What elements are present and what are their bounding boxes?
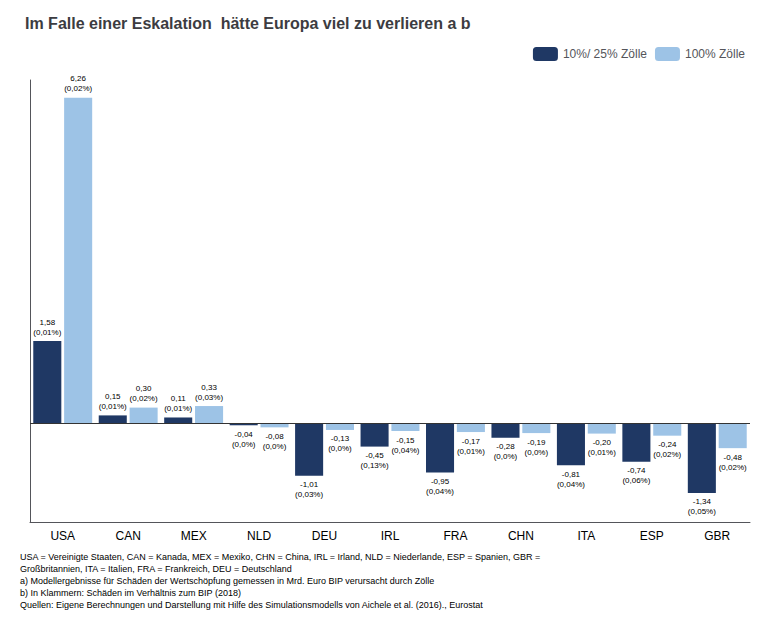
svg-text:a) Modellergebnisse für Schäde: a) Modellergebnisse für Schäden der Wert… bbox=[20, 576, 434, 586]
svg-text:0,30: 0,30 bbox=[136, 384, 152, 393]
svg-text:(0,0%): (0,0%) bbox=[263, 442, 287, 451]
svg-text:0,15: 0,15 bbox=[105, 392, 121, 401]
svg-text:NLD: NLD bbox=[247, 529, 271, 543]
svg-text:(0,04%): (0,04%) bbox=[426, 487, 454, 496]
svg-text:(0,03%): (0,03%) bbox=[195, 393, 223, 402]
svg-text:-0,24: -0,24 bbox=[658, 440, 677, 449]
svg-text:(0,01%): (0,01%) bbox=[588, 448, 616, 457]
svg-text:-0,95: -0,95 bbox=[431, 477, 450, 486]
svg-text:10%/ 25% Zölle: 10%/ 25% Zölle bbox=[563, 47, 647, 61]
svg-text:(0,04%): (0,04%) bbox=[391, 446, 419, 455]
svg-text:CHN: CHN bbox=[508, 529, 534, 543]
svg-text:ESP: ESP bbox=[640, 529, 664, 543]
svg-text:6,26: 6,26 bbox=[70, 74, 86, 83]
svg-text:(0,13%): (0,13%) bbox=[361, 461, 389, 470]
svg-text:(0,03%): (0,03%) bbox=[295, 490, 323, 499]
svg-text:-1,01: -1,01 bbox=[300, 480, 319, 489]
svg-text:-0,74: -0,74 bbox=[627, 466, 646, 475]
svg-text:CAN: CAN bbox=[116, 529, 141, 543]
svg-text:MEX: MEX bbox=[181, 529, 207, 543]
svg-text:-0,48: -0,48 bbox=[724, 453, 743, 462]
svg-text:DEU: DEU bbox=[312, 529, 337, 543]
svg-text:-1,34: -1,34 bbox=[693, 497, 712, 506]
svg-text:(0,04%): (0,04%) bbox=[557, 480, 585, 489]
svg-text:0,33: 0,33 bbox=[201, 383, 217, 392]
svg-text:(0,02%): (0,02%) bbox=[653, 450, 681, 459]
svg-text:-0,15: -0,15 bbox=[396, 436, 415, 445]
svg-text:100% Zölle: 100% Zölle bbox=[685, 47, 745, 61]
svg-text:ITA: ITA bbox=[577, 529, 595, 543]
svg-text:(0,0%): (0,0%) bbox=[328, 444, 352, 453]
svg-text:(0,01%): (0,01%) bbox=[457, 447, 485, 456]
svg-text:(0,0%): (0,0%) bbox=[525, 448, 549, 457]
svg-text:(0,01%): (0,01%) bbox=[33, 328, 61, 337]
svg-text:-0,17: -0,17 bbox=[462, 437, 481, 446]
svg-text:0,11: 0,11 bbox=[171, 394, 187, 403]
svg-text:(0,01%): (0,01%) bbox=[164, 404, 192, 413]
svg-text:b) In Klammern: Schäden im Ver: b) In Klammern: Schäden im Verhältnis zu… bbox=[20, 588, 241, 598]
svg-text:(0,01%): (0,01%) bbox=[99, 402, 127, 411]
svg-text:USA: USA bbox=[50, 529, 75, 543]
svg-text:-0,13: -0,13 bbox=[331, 434, 350, 443]
svg-text:-0,20: -0,20 bbox=[593, 438, 612, 447]
svg-text:1,58: 1,58 bbox=[40, 318, 56, 327]
svg-text:FRA: FRA bbox=[443, 529, 467, 543]
svg-text:(0,06%): (0,06%) bbox=[622, 476, 650, 485]
svg-text:Großbritannien, ITA = Italien,: Großbritannien, ITA = Italien, FRA = Fra… bbox=[20, 564, 292, 574]
svg-text:Im Falle einer Eskalation hät: Im Falle einer Eskalation hätte Europa v… bbox=[25, 15, 471, 32]
svg-text:-0,81: -0,81 bbox=[562, 470, 581, 479]
svg-text:(0,02%): (0,02%) bbox=[130, 394, 158, 403]
svg-text:-0,28: -0,28 bbox=[496, 442, 515, 451]
svg-text:IRL: IRL bbox=[381, 529, 400, 543]
svg-text:USA = Vereinigte Staaten, CAN: USA = Vereinigte Staaten, CAN = Kanada, … bbox=[20, 552, 540, 562]
svg-text:-0,45: -0,45 bbox=[365, 451, 384, 460]
svg-text:(0,02%): (0,02%) bbox=[719, 463, 747, 472]
svg-text:(0,0%): (0,0%) bbox=[232, 440, 256, 449]
svg-text:-0,04: -0,04 bbox=[235, 430, 254, 439]
svg-text:(0,0%): (0,0%) bbox=[494, 452, 518, 461]
svg-text:-0,08: -0,08 bbox=[265, 432, 284, 441]
svg-text:GBR: GBR bbox=[704, 529, 730, 543]
svg-text:(0,05%): (0,05%) bbox=[688, 507, 716, 516]
svg-text:(0,02%): (0,02%) bbox=[64, 84, 92, 93]
svg-text:Quellen: Eigene Berechnungen u: Quellen: Eigene Berechnungen und Darstel… bbox=[20, 600, 483, 610]
svg-text:-0,19: -0,19 bbox=[527, 438, 546, 447]
